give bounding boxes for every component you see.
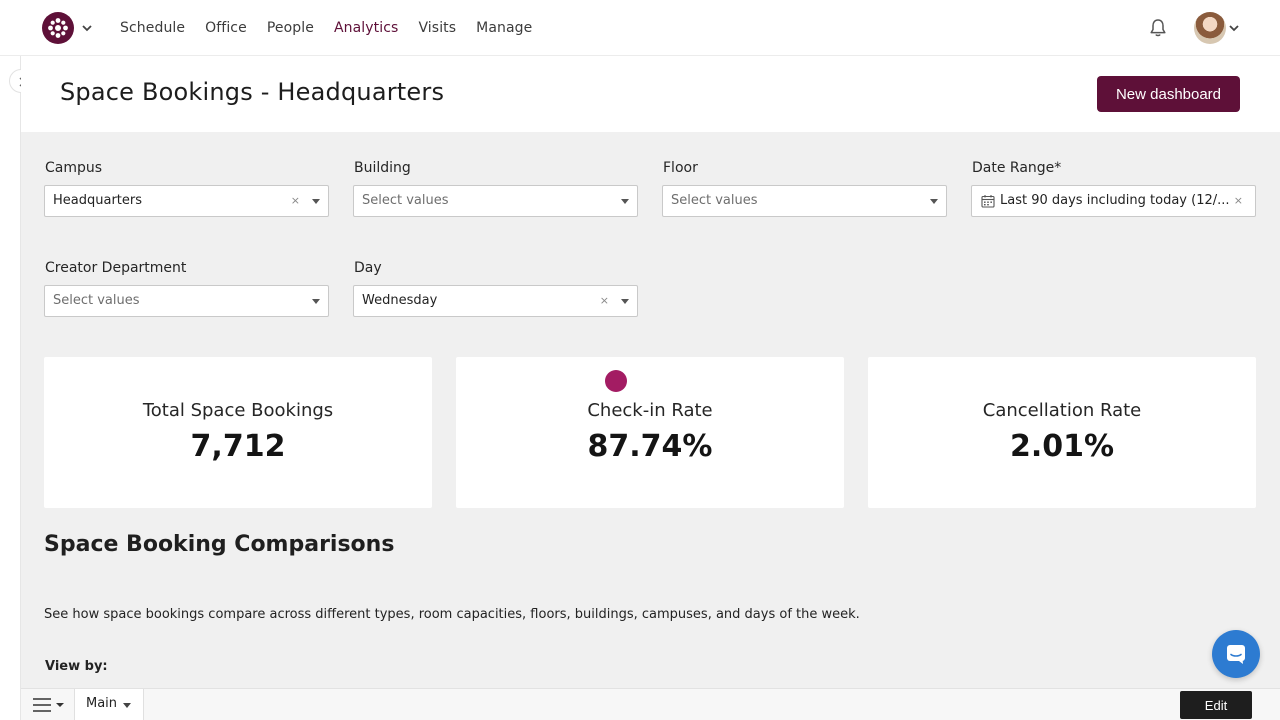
creator-department-select[interactable]: Select values — [44, 285, 329, 317]
dashboard-header — [21, 57, 1280, 132]
nav-office[interactable]: Office — [205, 20, 247, 36]
tab-main[interactable]: Main — [74, 689, 144, 720]
day-select[interactable]: Wednesday × — [353, 285, 638, 317]
date-range-value: Last 90 days including today (12/... — [1000, 193, 1230, 208]
kpi-value: 2.01% — [1009, 429, 1115, 464]
creator-department-placeholder: Select values — [53, 293, 140, 308]
clear-icon[interactable]: × — [1233, 194, 1243, 207]
chevron-down-icon — [123, 703, 131, 708]
creator-department-filter-label: Creator Department — [45, 260, 187, 276]
kpi-value: 87.74% — [587, 429, 713, 464]
building-select[interactable]: Select values — [353, 185, 638, 217]
left-rail — [0, 56, 21, 720]
dropdown-caret-icon — [930, 199, 938, 204]
nav-manage[interactable]: Manage — [476, 20, 533, 36]
kpi-label: Cancellation Rate — [982, 400, 1142, 421]
page-title: Space Bookings - Headquarters — [60, 78, 445, 106]
campus-select[interactable]: Headquarters × — [44, 185, 329, 217]
date-range-filter-label: Date Range* — [972, 160, 1062, 176]
building-select-placeholder: Select values — [362, 193, 449, 208]
clear-icon[interactable]: × — [290, 194, 300, 207]
nav-visits[interactable]: Visits — [418, 20, 457, 36]
chevron-down-icon[interactable] — [1228, 22, 1240, 34]
hamburger-menu-icon[interactable] — [33, 697, 67, 713]
nav-analytics[interactable]: Analytics — [333, 20, 399, 36]
bottom-toolbar — [21, 688, 1280, 720]
kpi-card-total-space-bookings: Total Space Bookings 7,712 — [44, 357, 432, 508]
dropdown-caret-icon — [621, 199, 629, 204]
app-logo-icon[interactable] — [42, 12, 74, 44]
nav-schedule[interactable]: Schedule — [120, 20, 186, 36]
calendar-icon — [981, 195, 995, 208]
dropdown-caret-icon — [312, 199, 320, 204]
campus-select-value: Headquarters — [53, 193, 143, 208]
kpi-card-cancellation-rate: Cancellation Rate 2.01% — [868, 357, 1256, 508]
chat-launcher-button[interactable] — [1212, 630, 1260, 678]
chat-icon — [1227, 645, 1245, 664]
tab-main-label: Main — [86, 696, 118, 711]
edit-button[interactable]: Edit — [1180, 691, 1252, 719]
day-select-value: Wednesday — [362, 293, 438, 308]
dropdown-caret-icon — [621, 299, 629, 304]
campus-filter-label: Campus — [45, 160, 103, 176]
dropdown-caret-icon — [312, 299, 320, 304]
nav-people[interactable]: People — [266, 20, 314, 36]
bell-icon[interactable] — [1147, 17, 1169, 39]
kpi-value: 7,712 — [190, 429, 286, 464]
chevron-down-icon[interactable] — [81, 22, 93, 34]
cursor-indicator-dot — [605, 370, 627, 392]
floor-select[interactable]: Select values — [662, 185, 947, 217]
new-dashboard-button[interactable]: New dashboard — [1097, 76, 1240, 112]
section-title: Space Booking Comparisons — [44, 532, 395, 557]
top-navigation-bar: Schedule Office People Analytics Visits … — [0, 0, 1280, 56]
kpi-label: Check-in Rate — [587, 400, 713, 421]
floor-select-placeholder: Select values — [671, 193, 758, 208]
day-filter-label: Day — [354, 260, 382, 276]
kpi-card-check-in-rate: Check-in Rate 87.74% — [456, 357, 844, 508]
view-by-label: View by: — [45, 659, 108, 674]
building-filter-label: Building — [354, 160, 411, 176]
avatar[interactable] — [1194, 12, 1226, 44]
clear-icon[interactable]: × — [599, 294, 609, 307]
date-range-select[interactable]: Last 90 days including today (12/... × — [971, 185, 1256, 217]
floor-filter-label: Floor — [663, 160, 698, 176]
section-description: See how space bookings compare across di… — [44, 607, 860, 622]
main-nav: Schedule Office People Analytics Visits … — [120, 18, 532, 38]
kpi-label: Total Space Bookings — [142, 400, 334, 421]
